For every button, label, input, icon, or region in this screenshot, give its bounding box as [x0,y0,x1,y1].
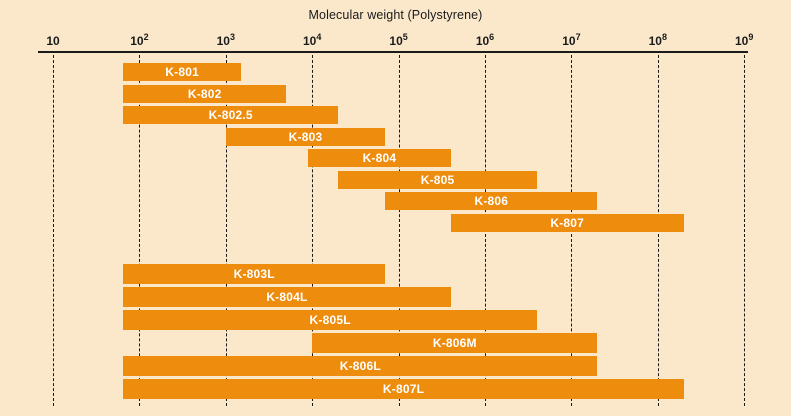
x-axis-line [38,51,748,53]
bar-k-807l: K-807L [123,378,684,399]
bar-label-k-806l: K-806L [339,358,381,373]
tick-label-10e3: 103 [216,32,235,49]
bar-k-806m: K-806M [312,332,598,353]
tick-label-10e4: 104 [303,32,322,49]
tick-label-10e8: 108 [648,32,667,49]
bar-k-804l: K-804L [123,286,451,307]
tick-label-10e9: 109 [735,32,754,49]
tick-label-10e2: 102 [130,32,149,49]
bar-k-802.5: K-802.5 [123,106,339,124]
tick-label-10e1: 10 [46,34,60,48]
gridline-10e3 [225,55,227,406]
bar-label-k-806: K-806 [474,194,509,208]
bar-k-805: K-805 [338,170,537,189]
bar-k-803l: K-803L [123,263,386,284]
gridline-10e9 [744,55,746,406]
gridline-10e2 [139,55,141,406]
gridline-10e1 [53,55,54,406]
bar-label-k-807l: K-807L [382,381,425,396]
bar-label-k-804l: K-804L [266,289,308,304]
bar-k-802: K-802 [123,84,287,103]
bar-label-k-804: K-804 [362,151,397,165]
bar-k-807: K-807 [450,213,684,232]
bar-label-k-802: K-802 [187,86,222,101]
bar-k-806: K-806 [385,192,598,210]
bar-label-k-803l: K-803L [233,266,275,281]
tick-label-10e5: 105 [389,32,408,49]
bar-label-k-805l: K-805L [309,312,351,327]
bar-label-k-803: K-803 [288,129,323,144]
bar-label-k-802.5: K-802.5 [208,108,253,122]
gridline-10e5 [398,55,400,406]
bar-k-803: K-803 [225,127,386,146]
bar-k-801: K-801 [123,63,241,81]
bar-k-805l: K-805L [123,309,538,330]
bar-k-806l: K-806L [123,355,598,376]
chart-title: Molecular weight (Polystyrene) [308,8,483,22]
bar-label-k-806m: K-806M [432,335,477,350]
bar-label-k-801: K-801 [165,65,199,79]
tick-label-10e7: 107 [562,32,581,49]
gridline-10e4 [312,55,314,406]
bar-label-k-805: K-805 [420,172,455,187]
bar-k-804: K-804 [308,149,451,167]
bar-label-k-807: K-807 [550,215,585,230]
tick-label-10e6: 106 [475,32,495,49]
